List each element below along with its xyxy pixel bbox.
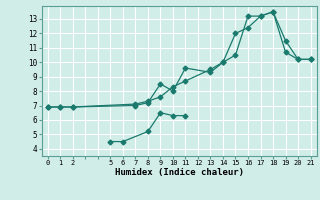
X-axis label: Humidex (Indice chaleur): Humidex (Indice chaleur) (115, 168, 244, 177)
